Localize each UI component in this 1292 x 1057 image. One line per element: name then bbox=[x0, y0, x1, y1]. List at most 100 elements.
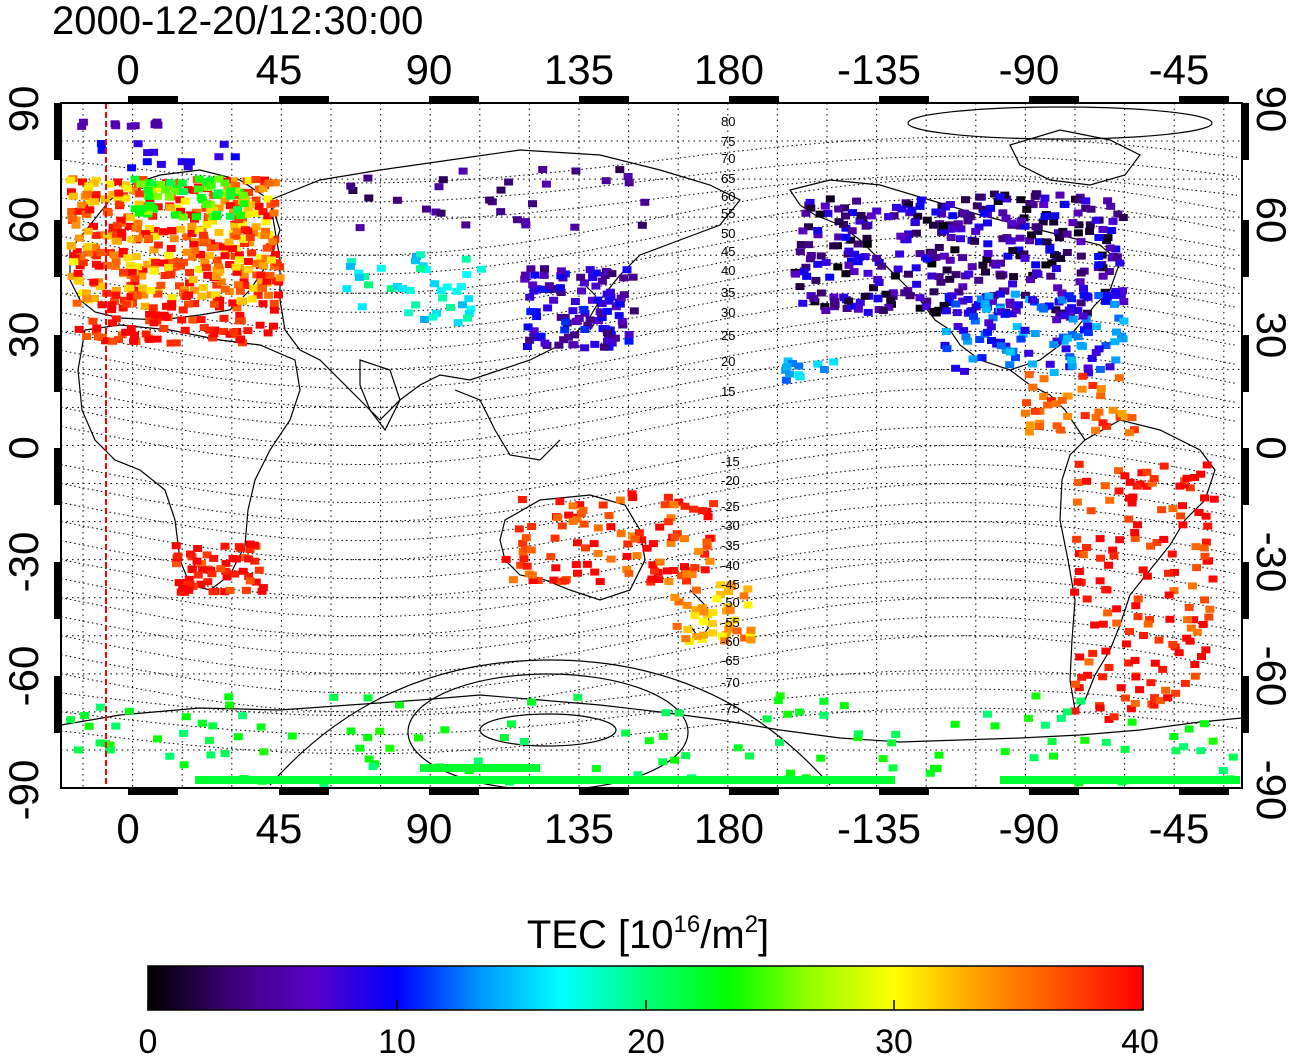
tec-cell bbox=[1045, 246, 1055, 254]
magnetic-contour bbox=[61, 349, 1238, 428]
tec-cell bbox=[363, 733, 373, 741]
contour-label: -75 bbox=[721, 701, 740, 716]
tec-cell bbox=[1073, 333, 1083, 341]
tec-cell bbox=[563, 333, 573, 341]
tec-cell bbox=[1146, 542, 1156, 550]
tec-cell bbox=[179, 729, 189, 737]
tec-cell bbox=[151, 311, 161, 319]
tec-cell bbox=[171, 263, 181, 271]
tec-cell bbox=[1076, 341, 1086, 349]
tec-cell bbox=[573, 569, 582, 577]
tec-cell bbox=[239, 200, 249, 208]
tec-cell bbox=[1077, 673, 1087, 681]
tec-cell bbox=[888, 764, 898, 772]
tec-cell bbox=[84, 182, 94, 190]
tec-cell bbox=[183, 163, 193, 171]
tec-cell bbox=[230, 570, 240, 578]
tec-cell bbox=[1025, 421, 1035, 429]
tec-cell bbox=[141, 330, 151, 338]
tec-cell bbox=[1001, 214, 1011, 222]
tec-cell bbox=[1130, 534, 1140, 542]
magnetic-contour bbox=[61, 330, 1238, 408]
tec-cell bbox=[1070, 588, 1080, 596]
tec-cell bbox=[627, 490, 637, 498]
tec-cell bbox=[929, 288, 939, 296]
tec-cell bbox=[155, 185, 165, 192]
tec-cell bbox=[165, 259, 175, 267]
tec-cell bbox=[556, 289, 566, 296]
tec-cell bbox=[107, 301, 117, 309]
tec-cell bbox=[1095, 704, 1105, 712]
tec-cell bbox=[527, 698, 537, 706]
tec-band bbox=[420, 764, 540, 772]
tec-cell bbox=[225, 586, 235, 594]
tec-cell bbox=[1102, 586, 1112, 594]
south-pole-oval-outer bbox=[407, 673, 689, 788]
tec-cell bbox=[1071, 680, 1080, 688]
tec-cell bbox=[692, 633, 702, 641]
tec-cell bbox=[164, 251, 174, 259]
tec-cell bbox=[1121, 640, 1131, 648]
contour-label: -20 bbox=[721, 473, 740, 488]
tec-cell bbox=[94, 333, 103, 341]
tec-cell bbox=[376, 264, 386, 272]
tec-cell bbox=[501, 555, 511, 563]
tec-cell bbox=[436, 209, 446, 217]
tec-cell bbox=[1068, 219, 1078, 227]
tec-cell bbox=[561, 318, 571, 326]
tec-cell bbox=[170, 257, 180, 265]
tec-band bbox=[1000, 776, 1240, 784]
tec-cell bbox=[554, 341, 564, 349]
tec-cell bbox=[120, 296, 129, 304]
tec-cell bbox=[616, 530, 626, 538]
tec-cell bbox=[233, 281, 243, 289]
tec-cell bbox=[1191, 543, 1201, 551]
tec-cell bbox=[1098, 419, 1108, 427]
tec-cell bbox=[74, 325, 84, 333]
tec-cell bbox=[606, 523, 616, 531]
tec-cell bbox=[235, 317, 244, 325]
tec-cell bbox=[190, 286, 200, 294]
tec-cell bbox=[1096, 554, 1105, 562]
tec-cell bbox=[206, 751, 216, 759]
tec-cell bbox=[913, 212, 923, 220]
tec-cell bbox=[893, 265, 903, 273]
tec-cell bbox=[1155, 697, 1165, 705]
tec-cell bbox=[551, 564, 561, 572]
magnetic-contour bbox=[61, 669, 1238, 717]
tec-cell bbox=[149, 319, 159, 327]
tec-cell bbox=[849, 268, 859, 276]
tec-cell bbox=[853, 240, 863, 248]
left-lat-tick: -90 bbox=[0, 760, 47, 821]
tec-cell bbox=[161, 313, 171, 321]
tec-cell bbox=[1118, 335, 1128, 343]
tec-cell bbox=[690, 564, 700, 572]
tec-cell bbox=[347, 258, 357, 266]
tec-cell bbox=[1055, 191, 1065, 199]
tec-cell bbox=[577, 287, 586, 295]
tec-cell bbox=[132, 271, 142, 279]
tec-cell bbox=[160, 272, 170, 279]
tec-cell bbox=[1119, 298, 1129, 305]
tec-cell bbox=[184, 300, 193, 308]
tec-cell bbox=[794, 362, 804, 370]
tec-cell bbox=[1087, 354, 1097, 362]
tec-cell bbox=[976, 295, 986, 303]
tec-cell bbox=[219, 328, 229, 335]
tec-cell bbox=[114, 336, 123, 344]
magnetic-contour bbox=[61, 578, 1238, 656]
tec-cell bbox=[1101, 647, 1111, 655]
tec-cell bbox=[941, 203, 951, 211]
tec-cell bbox=[939, 252, 949, 260]
tec-cell bbox=[622, 565, 632, 573]
tec-cell bbox=[145, 203, 155, 211]
tec-cell bbox=[185, 580, 195, 588]
tec-cell bbox=[1149, 475, 1159, 483]
tec-cell bbox=[214, 153, 224, 161]
tec-cell bbox=[624, 337, 634, 345]
tec-cell bbox=[556, 272, 566, 280]
tec-cell bbox=[201, 264, 211, 272]
tec-cell bbox=[570, 223, 580, 231]
tec-cell bbox=[1020, 409, 1030, 417]
tec-cell bbox=[1167, 550, 1177, 558]
